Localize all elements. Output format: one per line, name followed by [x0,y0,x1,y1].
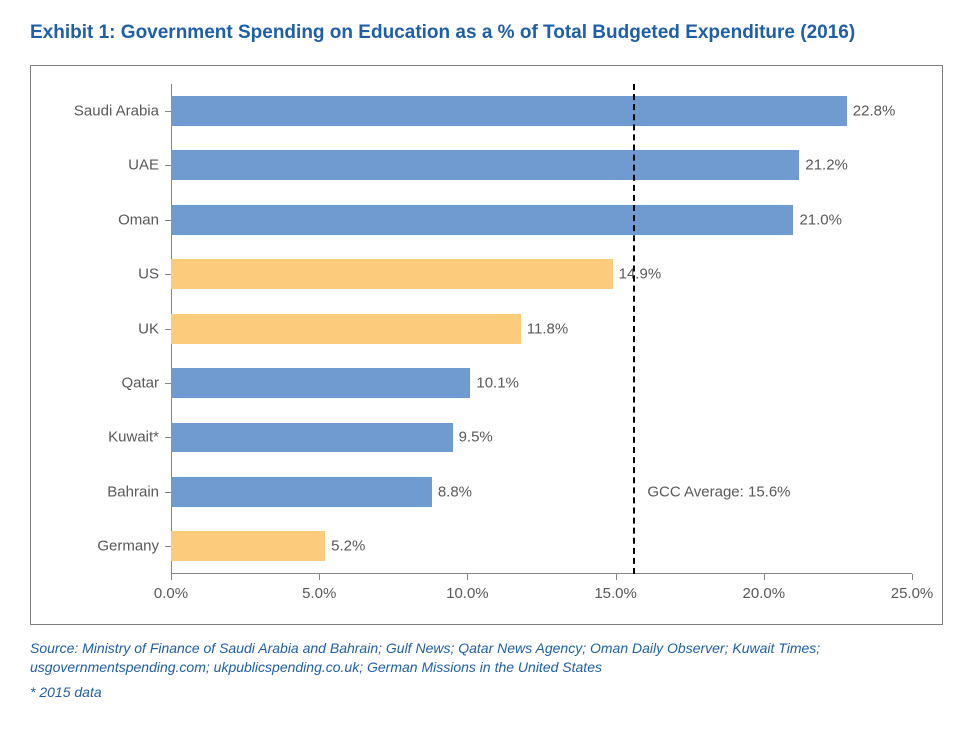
bar [171,423,453,453]
bar [171,368,470,398]
bar-row: Kuwait*9.5% [171,423,912,453]
category-label: Germany [97,538,159,555]
x-tick [467,574,468,580]
source-text: Source: Ministry of Finance of Saudi Ara… [30,639,943,678]
x-tick [764,574,765,580]
category-label: Oman [118,211,159,228]
bar-value-label: 10.1% [476,375,519,392]
bar-row: Germany5.2% [171,531,912,561]
bar-row: Oman21.0% [171,205,912,235]
plot-area: 0.0%5.0%10.0%15.0%20.0%25.0%Saudi Arabia… [171,84,912,574]
x-tick-label: 25.0% [891,585,934,602]
category-label: Qatar [121,375,159,392]
x-tick [171,574,172,580]
x-tick [616,574,617,580]
bar-row: Saudi Arabia22.8% [171,96,912,126]
x-tick [319,574,320,580]
category-label: US [138,266,159,283]
bar [171,96,847,126]
category-label: UK [138,320,159,337]
bar-value-label: 11.8% [527,320,568,337]
bar [171,531,325,561]
bar-value-label: 9.5% [459,429,493,446]
bar-row: Qatar10.1% [171,368,912,398]
chart-frame: 0.0% 5.0% 10.0% 15.0% 20.0% 25.0% Saudi Arabia… [30,65,943,625]
x-tick-label: 0.0% [154,585,188,602]
bar-value-label: 22.8% [853,102,896,119]
bar-value-label: 21.2% [805,157,848,174]
bar [171,314,521,344]
bar-row: US14.9% [171,259,912,289]
bar-value-label: 14.9% [619,266,662,283]
x-tick-label: 5.0% [302,585,336,602]
footnote-text: * 2015 data [30,684,943,700]
x-tick-label: 20.0% [743,585,786,602]
x-axis [171,573,912,574]
exhibit-title: Exhibit 1: Government Spending on Educat… [30,20,943,47]
category-label: Bahrain [107,483,159,500]
bar-row: UK11.8% [171,314,912,344]
bar-value-label: 5.2% [331,538,365,555]
reference-line [633,84,635,574]
category-label: Kuwait* [108,429,159,446]
category-label: Saudi Arabia [74,102,159,119]
category-label: UAE [128,157,159,174]
x-tick-label: 10.0% [446,585,489,602]
bar [171,205,793,235]
reference-line-label: GCC Average: 15.6% [647,483,790,500]
bar-value-label: 8.8% [438,483,472,500]
bar-row: Bahrain8.8% [171,477,912,507]
bar [171,259,613,289]
bar [171,477,432,507]
bar-row: UAE21.2% [171,150,912,180]
bar-value-label: 21.0% [799,211,842,228]
bar [171,150,799,180]
x-tick-label: 15.0% [594,585,637,602]
x-tick [912,574,913,580]
